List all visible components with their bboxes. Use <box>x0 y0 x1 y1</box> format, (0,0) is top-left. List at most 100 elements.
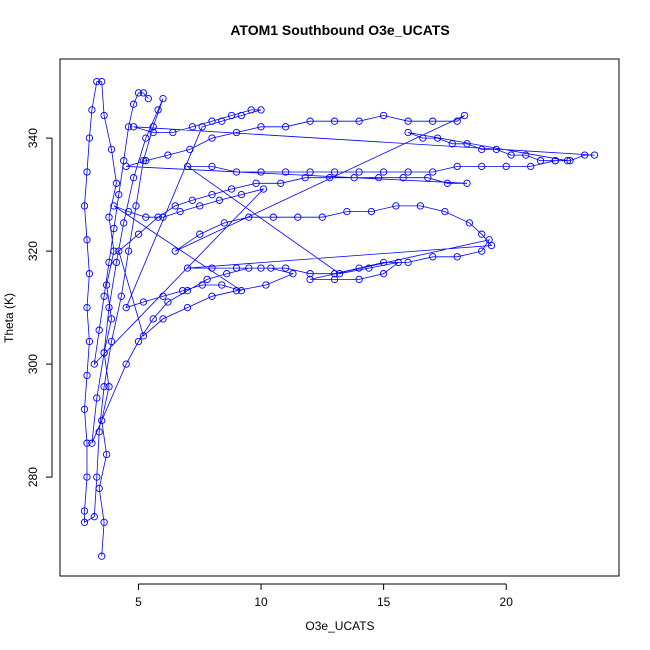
data-point <box>227 185 236 193</box>
data-point <box>144 94 152 103</box>
data-point <box>149 315 157 323</box>
data-point <box>88 106 96 114</box>
data-point <box>107 315 116 323</box>
data-point <box>208 292 216 300</box>
data-point <box>237 287 246 295</box>
data-point <box>350 174 358 182</box>
data-point <box>120 219 128 227</box>
data-point <box>245 213 253 221</box>
data-point <box>232 168 241 176</box>
data-point <box>93 394 101 402</box>
data-point <box>306 168 314 176</box>
data-point <box>88 439 96 447</box>
data-point <box>318 213 326 221</box>
data-point <box>100 349 108 357</box>
series-line <box>84 81 595 557</box>
data-point <box>186 145 194 154</box>
data-point <box>124 123 133 131</box>
data-point <box>110 224 118 233</box>
data-point <box>149 123 157 131</box>
data-point <box>306 270 314 278</box>
data-point <box>453 253 461 261</box>
data-point <box>306 275 314 284</box>
data-point <box>159 292 167 300</box>
x-axis-label: O3e_UCATS <box>305 619 374 633</box>
data-point <box>98 77 106 86</box>
data-point <box>394 258 402 267</box>
data-point <box>259 185 268 193</box>
data-point <box>203 275 211 284</box>
data-point <box>404 117 412 125</box>
y-axis-label: Theta (K) <box>2 293 16 343</box>
data-point <box>183 162 192 171</box>
data-point <box>281 168 290 176</box>
data-point <box>93 77 101 86</box>
data-point <box>502 162 510 171</box>
data-point <box>107 337 116 346</box>
data-point <box>330 270 339 278</box>
data-point <box>142 213 150 221</box>
data-point <box>80 518 89 526</box>
data-point <box>129 174 138 182</box>
data-point <box>281 264 290 272</box>
data-point <box>105 258 113 267</box>
data-point <box>404 168 412 176</box>
data-point <box>85 270 94 278</box>
data-point <box>95 428 103 436</box>
data-point <box>196 202 204 210</box>
data-point <box>404 128 412 137</box>
data-point <box>142 157 150 165</box>
data-point <box>139 332 148 340</box>
data-point <box>129 123 138 131</box>
data-point <box>267 264 275 272</box>
data-point <box>139 157 148 165</box>
data-point <box>85 337 94 346</box>
data-point <box>365 264 373 272</box>
data-point <box>169 128 177 137</box>
data-point <box>441 207 449 216</box>
data-point <box>178 287 187 295</box>
data-series <box>80 77 599 560</box>
data-point <box>463 140 471 148</box>
y-tick-label: 300 <box>26 354 40 374</box>
data-point <box>245 264 253 272</box>
data-point <box>237 190 246 199</box>
x-tick-label: 5 <box>135 595 142 609</box>
data-point <box>522 151 530 159</box>
y-axis: 280 300 320 340 <box>26 128 53 487</box>
data-point <box>95 326 103 334</box>
data-point <box>262 281 270 289</box>
data-point <box>232 128 241 137</box>
plot-frame <box>59 58 620 577</box>
data-point <box>83 236 91 244</box>
data-point <box>95 484 103 493</box>
data-point <box>208 117 216 125</box>
x-axis: 5 10 15 20 <box>135 583 513 609</box>
data-point <box>183 264 192 272</box>
data-point <box>183 303 192 312</box>
data-point <box>367 207 376 216</box>
data-point <box>164 298 172 306</box>
data-point <box>117 292 125 300</box>
data-point <box>379 258 388 267</box>
data-point <box>183 287 192 295</box>
data-point <box>306 117 314 125</box>
data-point <box>159 315 167 323</box>
data-point <box>465 219 474 227</box>
data-point <box>112 258 121 267</box>
data-point <box>105 383 113 391</box>
data-point <box>134 337 143 346</box>
data-point <box>301 174 309 182</box>
data-point <box>105 303 113 312</box>
data-point <box>527 162 535 171</box>
data-point <box>142 134 150 142</box>
data-point <box>392 202 400 210</box>
data-point <box>335 270 344 278</box>
data-point <box>139 298 148 306</box>
data-point <box>164 151 172 159</box>
data-point <box>83 303 91 312</box>
data-point <box>110 202 118 210</box>
data-point <box>232 264 241 272</box>
data-point <box>176 207 184 216</box>
